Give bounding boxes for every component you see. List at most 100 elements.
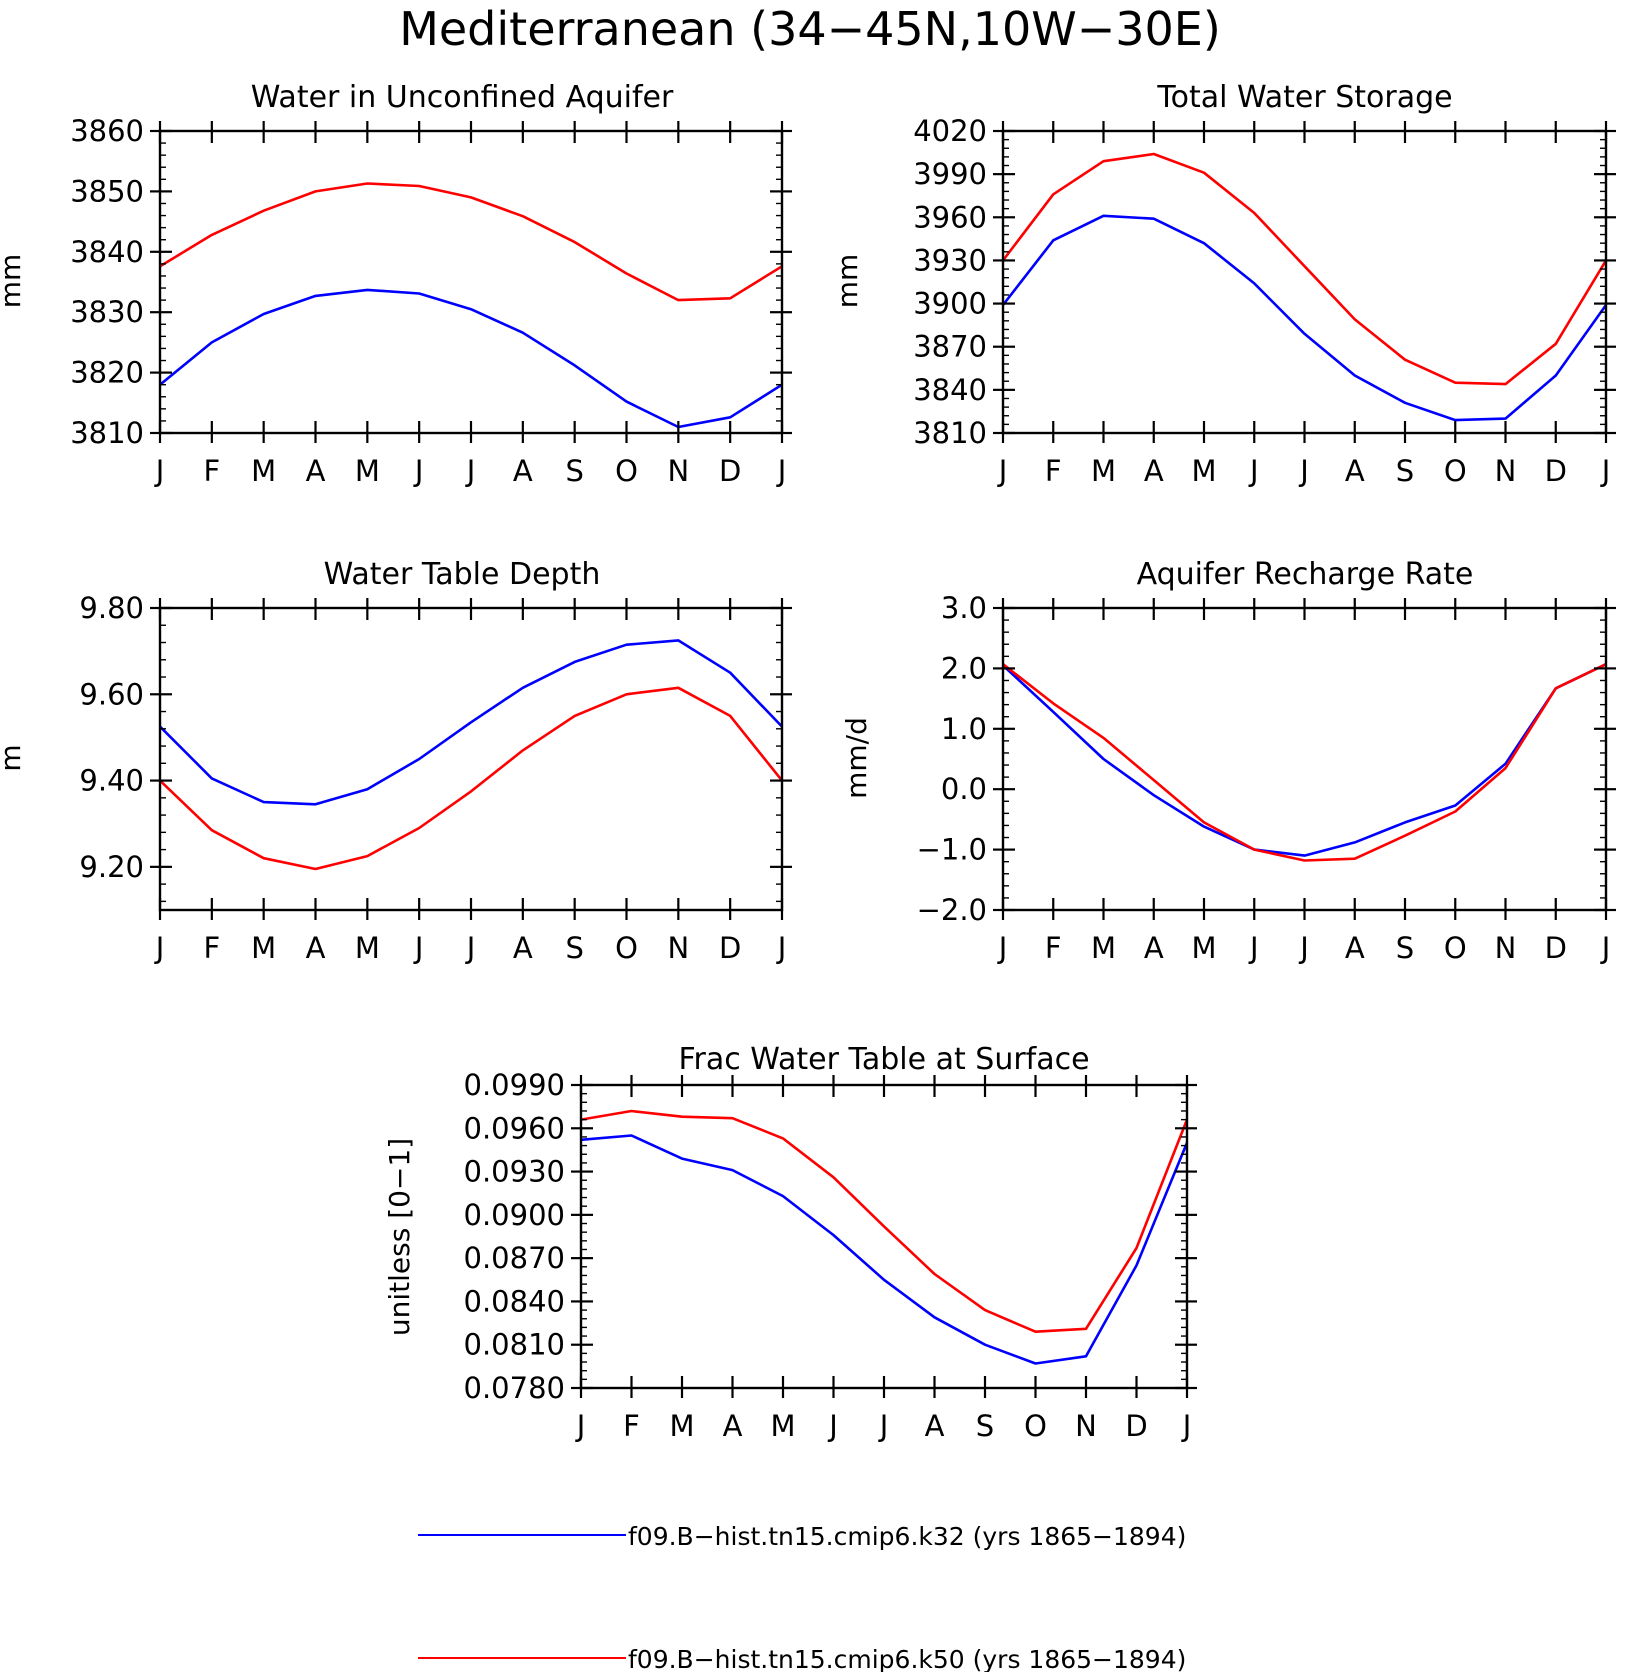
x-tick-label: S — [976, 1409, 994, 1443]
y-tick-label: 3840 — [70, 235, 144, 269]
series-line-k32 — [159, 639, 783, 806]
series-line-k32 — [580, 1134, 1189, 1365]
x-tick-label: D — [1545, 454, 1567, 488]
y-tick-label: 4020 — [913, 114, 987, 148]
x-tick-label: M — [1091, 454, 1116, 488]
x-tick-label: D — [719, 454, 741, 488]
y-tick-label: 0.0990 — [464, 1068, 565, 1102]
x-tick-label: M — [355, 454, 380, 488]
x-tick-label: S — [565, 931, 583, 965]
x-tick-label: F — [1045, 931, 1062, 965]
panel-frac-water-table-surface: Frac Water Table at Surface unitless [0−… — [383, 1042, 1197, 1443]
x-tick-label: F — [623, 1409, 640, 1443]
x-tick-label: A — [306, 454, 326, 488]
x-tick-label: O — [1024, 1409, 1047, 1443]
panel-title: Frac Water Table at Surface — [678, 1042, 1089, 1077]
y-tick-label: 1.0 — [941, 712, 987, 746]
y-tick-label: 9.20 — [79, 850, 144, 884]
x-tick-label: M — [251, 454, 276, 488]
y-tick-label: −1.0 — [917, 833, 987, 867]
x-tick-label: J — [878, 1409, 889, 1443]
y-tick-label: 9.80 — [79, 591, 144, 625]
panel-water-table-depth: Water Table Depth m 9.209.409.609.80JFMA… — [0, 557, 792, 965]
x-tick-label: J — [1600, 931, 1611, 965]
y-axis-label: mm/d — [840, 717, 873, 799]
plot-frame — [1001, 606, 1608, 912]
x-tick-label: J — [1298, 454, 1309, 488]
x-tick-label: J — [413, 454, 424, 488]
y-tick-label: 3850 — [70, 174, 144, 208]
y-tick-label: 3820 — [70, 356, 144, 390]
y-axis-label: mm — [0, 254, 27, 309]
x-tick-label: O — [615, 931, 638, 965]
x-tick-label: J — [154, 454, 165, 488]
y-tick-label: 2.0 — [941, 651, 987, 685]
y-tick-label: 3900 — [913, 287, 987, 321]
x-tick-label: F — [203, 931, 220, 965]
y-tick-label: 0.0900 — [464, 1198, 565, 1232]
series-line-k32 — [159, 288, 783, 429]
figure-title: Mediterranean (34−45N,10W−30E) — [399, 2, 1221, 56]
x-tick-label: M — [669, 1409, 694, 1443]
x-tick-label: J — [413, 931, 424, 965]
x-tick-label: A — [925, 1409, 945, 1443]
legend-label-k32: f09.B−hist.tn15.cmip6.k32 (yrs 1865−1894… — [628, 1522, 1186, 1551]
x-tick-label: J — [776, 931, 787, 965]
y-tick-label: 0.0780 — [464, 1371, 565, 1405]
y-tick-label: 0.0870 — [464, 1241, 565, 1275]
panel-total-water-storage: Total Water Storage mm 3810 3840 3870 3900 3… — [831, 80, 1616, 488]
x-tick-label: J — [1298, 931, 1309, 965]
x-tick-label: A — [1144, 931, 1164, 965]
x-tick-label: A — [723, 1409, 743, 1443]
x-tick-label: N — [1495, 454, 1517, 488]
y-tick-label: 3810 — [913, 416, 987, 450]
y-tick-label: 9.60 — [79, 677, 144, 711]
x-tick-label: J — [575, 1409, 586, 1443]
x-tick-label: D — [1545, 931, 1567, 965]
x-tick-label: D — [1125, 1409, 1147, 1443]
y-axis-label: mm — [831, 254, 864, 309]
series-line-k50 — [159, 182, 783, 302]
x-tick-label: J — [154, 931, 165, 965]
y-tick-label: 3990 — [913, 157, 987, 191]
panel-title: Aquifer Recharge Rate — [1137, 557, 1474, 592]
series-line-k50 — [580, 1109, 1189, 1333]
x-tick-label: N — [667, 454, 689, 488]
x-tick-label: A — [1144, 454, 1164, 488]
series-line-k50 — [159, 686, 784, 871]
legend: f09.B−hist.tn15.cmip6.k32 (yrs 1865−1894… — [418, 1522, 1186, 1672]
panel-water-unconfined-aquifer: Water in Unconfined Aquifer mm 3810 3820 3… — [0, 80, 792, 488]
x-tick-label: O — [1444, 931, 1467, 965]
x-tick-label: J — [997, 454, 1008, 488]
x-tick-label: J — [827, 1409, 838, 1443]
x-tick-label: A — [1345, 931, 1365, 965]
x-tick-label: S — [1396, 931, 1414, 965]
x-tick-label: M — [770, 1409, 795, 1443]
series-line-k50 — [1001, 152, 1608, 386]
x-tick-label: M — [1191, 931, 1216, 965]
x-tick-label: A — [306, 931, 326, 965]
x-tick-label: A — [513, 454, 533, 488]
y-tick-label: 0.0 — [941, 772, 987, 806]
x-tick-label: A — [1345, 454, 1365, 488]
y-tick-label: 3830 — [70, 295, 144, 329]
y-tick-label: 3960 — [913, 200, 987, 234]
y-tick-label: 3840 — [913, 373, 987, 407]
panel-title: Total Water Storage — [1156, 80, 1452, 115]
plot-frame — [1001, 129, 1608, 435]
y-tick-label: 0.0840 — [464, 1284, 565, 1318]
x-tick-label: N — [1075, 1409, 1097, 1443]
panel-title: Water Table Depth — [324, 557, 601, 592]
y-tick-label: 3860 — [70, 114, 144, 148]
x-tick-label: M — [1091, 931, 1116, 965]
plot-frame — [579, 1083, 1189, 1390]
x-tick-label: J — [465, 454, 476, 488]
x-tick-label: M — [1191, 454, 1216, 488]
x-tick-label: O — [615, 454, 638, 488]
y-tick-label: 3930 — [913, 243, 987, 277]
y-tick-label: 0.0930 — [464, 1155, 565, 1189]
y-tick-label: 3870 — [913, 330, 987, 364]
panel-title: Water in Unconfined Aquifer — [251, 80, 674, 115]
x-tick-label: N — [1495, 931, 1517, 965]
